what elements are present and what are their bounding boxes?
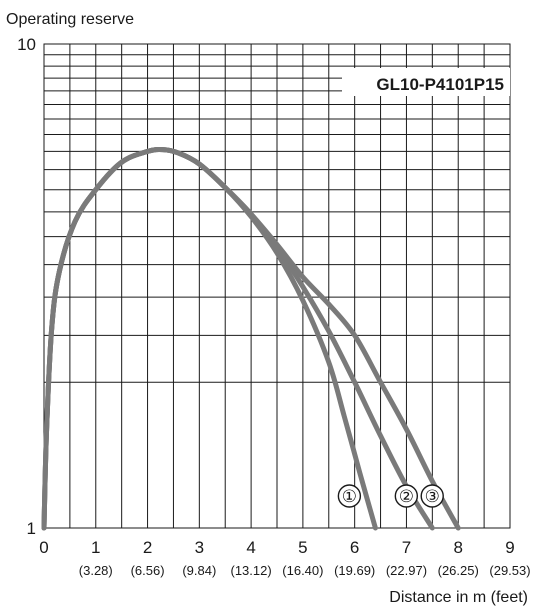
x-tick-sublabel: (26.25) (438, 563, 479, 578)
series-marker-circle (394, 484, 419, 508)
y-axis-title: Operating reserve (6, 11, 134, 28)
x-tick-sublabel: (13.12) (231, 563, 272, 578)
x-tick-label: 5 (298, 538, 307, 557)
x-tick-sublabel: (29.53) (489, 563, 530, 578)
x-tick-sublabel: (19.69) (334, 563, 375, 578)
series-line-1 (41, 146, 378, 531)
curves (41, 146, 461, 531)
model-label-box: GL10-P4101P15 (342, 68, 510, 96)
series-marker-circle (420, 484, 444, 508)
x-tick-sublabel: (6.56) (131, 563, 165, 578)
x-tick-sublabel: (16.40) (282, 563, 323, 578)
x-tick-sublabel: (22.97) (386, 563, 427, 578)
x-tick-label: 8 (453, 538, 462, 557)
x-tick-label: 2 (143, 538, 152, 557)
x-tick-label: 1 (91, 538, 100, 557)
series-line-3 (41, 146, 461, 531)
y-tick-label: 1 (27, 519, 36, 538)
plot-frame (43, 43, 511, 529)
tick-labels: 0 1(3.28)2(6.56)3(9.84)4(13.12)5(16.40)6(… (17, 35, 531, 578)
x-axis-title: Distance in m (feet) (389, 589, 528, 606)
x-tick-label: 0 (39, 538, 48, 557)
x-tick-label: 9 (505, 538, 514, 557)
series-marker-label: ③ (425, 487, 440, 506)
x-tick-label: 6 (350, 538, 359, 557)
y-tick-label: 10 (17, 35, 36, 54)
x-tick-sublabel: (3.28) (79, 563, 113, 578)
series-marker-circle (337, 484, 362, 508)
model-label: GL10-P4101P15 (376, 75, 504, 94)
series-line-2 (41, 146, 435, 531)
series-marker-label: ① (342, 487, 357, 506)
x-tick-label: 7 (402, 538, 411, 557)
series-marker-1: ① (337, 484, 362, 508)
x-tick-label: 4 (246, 538, 255, 557)
series-marker-3: ③ (420, 484, 444, 508)
x-tick-label: 3 (195, 538, 204, 557)
series-marker-label: ② (399, 487, 414, 506)
x-tick-sublabel: (9.84) (182, 563, 216, 578)
grid (43, 43, 511, 529)
series-marker-2: ② (394, 484, 419, 508)
